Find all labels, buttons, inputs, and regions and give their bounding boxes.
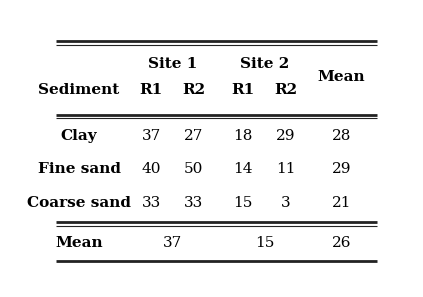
Text: 15: 15 (255, 236, 274, 249)
Text: 33: 33 (142, 196, 161, 210)
Text: 11: 11 (276, 162, 295, 176)
Text: Mean: Mean (55, 236, 103, 249)
Text: 33: 33 (184, 196, 203, 210)
Text: Fine sand: Fine sand (38, 162, 121, 176)
Text: R1: R1 (140, 83, 163, 97)
Text: 37: 37 (163, 236, 182, 249)
Text: Coarse sand: Coarse sand (27, 196, 131, 210)
Text: 18: 18 (233, 129, 253, 143)
Text: 26: 26 (332, 236, 351, 249)
Text: Site 1: Site 1 (148, 56, 197, 71)
Text: 37: 37 (142, 129, 161, 143)
Text: 14: 14 (233, 162, 253, 176)
Text: R1: R1 (231, 83, 255, 97)
Text: R2: R2 (274, 83, 297, 97)
Text: R2: R2 (182, 83, 206, 97)
Text: 40: 40 (141, 162, 161, 176)
Text: Mean: Mean (318, 70, 365, 84)
Text: 29: 29 (332, 162, 351, 176)
Text: 28: 28 (332, 129, 351, 143)
Text: 21: 21 (332, 196, 351, 210)
Text: 50: 50 (184, 162, 203, 176)
Text: Sediment: Sediment (38, 83, 120, 97)
Text: Site 2: Site 2 (240, 56, 289, 71)
Text: 27: 27 (184, 129, 203, 143)
Text: 3: 3 (281, 196, 291, 210)
Text: 15: 15 (233, 196, 253, 210)
Text: Clay: Clay (61, 129, 97, 143)
Text: 29: 29 (276, 129, 295, 143)
